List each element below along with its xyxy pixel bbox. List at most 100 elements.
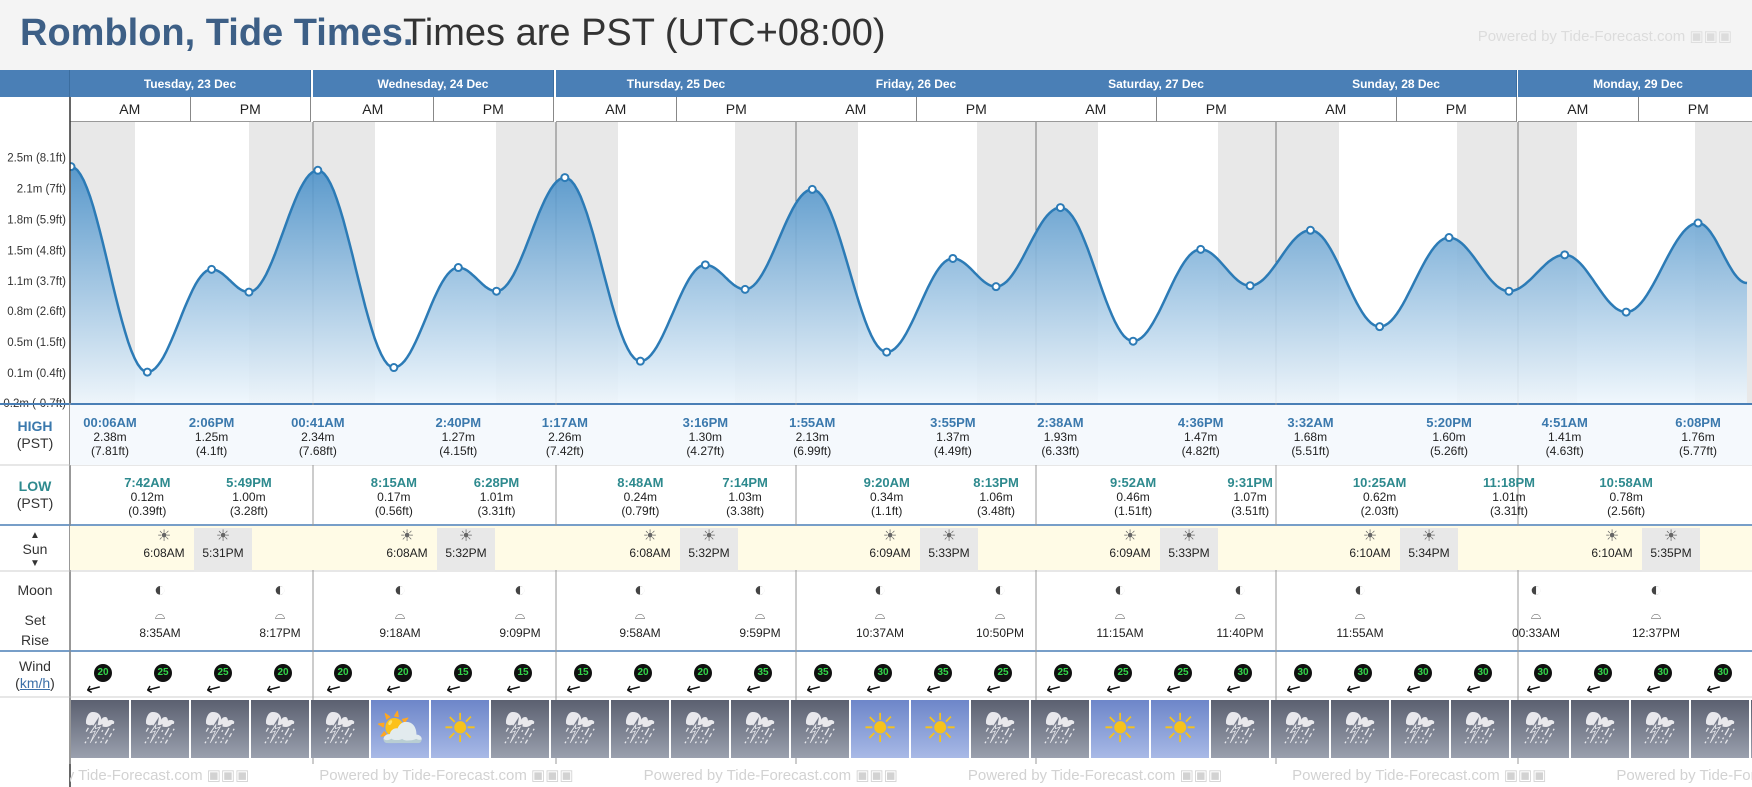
wind-speed-badge: 25 — [994, 664, 1012, 682]
sunrise-time: 6:08AM — [629, 546, 671, 560]
y-tick-label: 1.8m (5.9ft) — [7, 214, 66, 226]
high-tide-cell: 2:38AM 1.93m (6.33ft) — [1020, 416, 1100, 459]
weather-storm-icon: ⛈ — [551, 700, 609, 758]
wind-speed-badge: 25 — [214, 664, 232, 682]
tide-point — [1055, 203, 1065, 213]
low-tide-time: 10:25AM — [1352, 475, 1407, 490]
moon-time: 8:35AM — [139, 626, 181, 640]
moon-time: 11:15AM — [1096, 626, 1144, 640]
low-tide-cell: 6:28PM 1.01m (3.31ft) — [456, 476, 536, 519]
wind-speed-badge: 25 — [154, 664, 172, 682]
high-tide-time: 1:17AM — [541, 415, 588, 430]
wind-speed-badge: 30 — [1714, 664, 1732, 682]
low-tide-cell: 10:25AM 0.62m (2.03ft) — [1340, 475, 1420, 519]
high-tide-feet: (7.68ft) — [298, 444, 337, 458]
low-tide-time: 5:49PM — [226, 475, 272, 490]
high-tide-feet: (4.49ft) — [933, 444, 972, 458]
night-band — [1695, 122, 1752, 403]
wind-speed-badge: 15 — [574, 664, 592, 682]
moon-horizon-icon: ⌓ — [1354, 607, 1366, 622]
high-tide-cell: 4:51AM 1.41m (4.63ft) — [1525, 416, 1605, 459]
high-tide-meters: 1.27m — [441, 430, 475, 444]
tide-point — [1375, 322, 1385, 332]
powered-by-strip: Powered by Tide-Forecast.com ▣▣▣ Powered … — [70, 766, 1752, 784]
powered-by-repeat: Powered by Tide-Forecast.com ▣▣▣ — [1616, 767, 1752, 784]
weather-storm-icon: ⛈ — [1631, 700, 1689, 758]
low-tide-feet: (0.79ft) — [621, 504, 660, 518]
sun-up-arrow-icon: ▲ — [30, 530, 40, 541]
low-tide-cell: 7:42AM 0.12m (0.39ft) — [107, 475, 187, 519]
wind-cell: ↙ 20 — [370, 662, 430, 702]
wind-cell: ↙30 — [1690, 662, 1750, 702]
wind-cell: ↙30 — [1630, 662, 1690, 702]
wind-cell: ↙ 15 — [550, 662, 610, 702]
moon-time: 9:59PM — [739, 626, 781, 640]
wind-speed-badge: 20 — [94, 664, 112, 682]
moonrise-cell: ◐ ⌓ 8:35AM — [130, 578, 190, 640]
low-tz-label: (PST) — [16, 495, 54, 511]
moon-horizon-icon: ⌓ — [874, 607, 886, 622]
y-tick-label: 0.1m (0.4ft) — [7, 368, 66, 380]
sunrise-cell: ☀ 6:08AM — [621, 528, 679, 572]
moonset-cell: ◐ ⌓ 8:17PM — [250, 578, 310, 640]
moon-phase-icon: ◐ — [273, 579, 287, 601]
weather-storm-icon: ⛈ — [191, 700, 249, 758]
tide-point — [207, 264, 217, 274]
night-band — [70, 122, 135, 403]
tide-point — [1560, 250, 1570, 260]
low-tide-time: 9:20AM — [863, 475, 910, 490]
low-tide-meters: 0.62m — [1362, 490, 1397, 504]
sunset-cell: ☀ 5:33PM — [1160, 528, 1218, 572]
high-tide-feet: (7.81ft) — [90, 444, 129, 458]
high-tide-meters: 1.37m — [936, 430, 970, 444]
tide-point — [1245, 281, 1255, 291]
wind-unit-link[interactable]: km/h — [19, 675, 51, 691]
powered-by-repeat: Powered by Tide-Forecast.com ▣▣▣ — [1292, 767, 1547, 784]
moon-phase-icon: ◐ — [633, 579, 647, 601]
sunset-icon: ☀ — [1421, 528, 1437, 545]
low-label: LOW — [18, 478, 52, 494]
powered-by-top[interactable]: Powered by Tide-Forecast.com ▣▣▣ — [1478, 27, 1732, 45]
wind-cell: ↙ 15 — [490, 662, 550, 702]
high-tide-cell: 6:08PM 1.76m (5.77ft) — [1658, 416, 1738, 459]
y-tick-label: 2.5m (8.1ft) — [7, 153, 66, 165]
sunset-time: 5:31PM — [202, 546, 244, 560]
moon-horizon-icon: ⌓ — [514, 607, 526, 622]
app-store-icon: ▣▣▣ — [1689, 28, 1732, 45]
sunset-cell: ☀ 5:32PM — [437, 528, 495, 572]
low-tide-feet: (0.39ft) — [128, 504, 167, 518]
sunset-icon: ☀ — [941, 528, 957, 545]
tide-point — [991, 282, 1001, 292]
sunrise-cell: ☀ 6:10AM — [1341, 528, 1399, 572]
low-tide-time: 8:13PM — [973, 475, 1019, 490]
sunrise-time: 6:10AM — [1591, 546, 1633, 560]
wind-speed-badge: 20 — [394, 664, 412, 682]
moonrise-cell: ◐ ⌓ 10:37AM — [850, 578, 910, 640]
low-tide-time: 7:42AM — [124, 475, 171, 490]
tide-point — [1504, 286, 1514, 296]
sunset-icon: ☀ — [1181, 528, 1197, 545]
sunset-icon: ☀ — [215, 528, 231, 545]
moon-rise-label: Rise — [20, 632, 49, 648]
low-tide-meters: 1.07m — [1233, 490, 1267, 504]
moon-phase-icon: ◐ — [1529, 579, 1543, 601]
sunrise-cell: ☀ 6:09AM — [861, 528, 919, 572]
tide-area — [71, 166, 1747, 403]
sunrise-icon: ☀ — [156, 528, 172, 545]
wind-speed-badge: 35 — [754, 664, 772, 682]
high-tide-meters: 1.41m — [1548, 430, 1582, 444]
timezone-subtitle: Times are PST (UTC+08:00) — [403, 12, 886, 54]
moon-phase-icon: ◐ — [513, 579, 527, 601]
low-tide-feet: (2.56ft) — [1607, 504, 1646, 518]
moonrise-cell: ◐ ⌓ 9:58AM — [610, 578, 670, 640]
high-tide-cell: 3:32AM 1.68m (5.51ft) — [1270, 416, 1350, 459]
tide-point — [313, 165, 323, 175]
high-tide-feet: (5.77ft) — [1679, 444, 1718, 458]
low-tide-feet: (0.56ft) — [374, 504, 413, 518]
high-tide-meters: 2.38m — [93, 430, 127, 444]
moon-horizon-icon: ⌓ — [154, 607, 166, 622]
high-tide-cell: 00:06AM 2.38m (7.81ft) — [70, 416, 150, 459]
low-tide-time: 10:58AM — [1599, 475, 1653, 490]
moon-time: 10:37AM — [855, 626, 905, 640]
tide-point — [389, 363, 399, 373]
